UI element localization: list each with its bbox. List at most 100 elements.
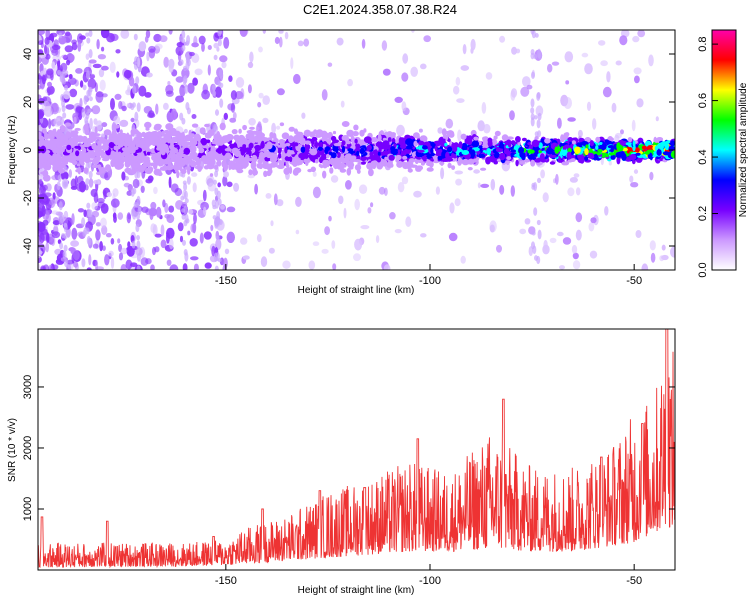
spectrogram-noise-blob bbox=[235, 77, 245, 88]
spectrogram-noise-blob bbox=[79, 97, 83, 109]
spectrogram-streak-blob bbox=[88, 96, 93, 102]
spectrogram-ridge-blob bbox=[219, 122, 226, 131]
spectrogram-noise-blob bbox=[418, 128, 423, 133]
spectrogram-noise-blob bbox=[204, 262, 212, 269]
spectrogram-ridge-blob bbox=[377, 151, 381, 156]
spectrogram-noise-blob bbox=[109, 61, 116, 73]
spectrogram-noise-blob bbox=[144, 92, 152, 98]
spectrogram-ridge-blob bbox=[160, 137, 167, 142]
spectrogram-noise-blob bbox=[290, 57, 294, 70]
spectrogram-ridge-blob bbox=[204, 123, 210, 128]
spectrogram-noise-blob bbox=[41, 205, 46, 217]
spectrogram-noise-blob bbox=[223, 112, 228, 120]
spectrogram-noise-blob bbox=[219, 55, 228, 63]
spectrogram-noise-blob bbox=[126, 212, 131, 224]
spectrogram-ridge-blob bbox=[141, 155, 148, 162]
spectrogram-streak-blob bbox=[214, 219, 219, 229]
spectrogram-ridge-blob bbox=[461, 143, 468, 151]
spectrogram-ridge-blob bbox=[293, 142, 299, 147]
spectrogram-ridge-blob bbox=[534, 136, 539, 140]
spectrogram-noise-blob bbox=[101, 65, 109, 71]
spectrogram-ridge-blob bbox=[635, 147, 640, 153]
spectrogram-streak-blob bbox=[183, 205, 188, 215]
spectrogram-streak-blob bbox=[136, 102, 141, 112]
spectrogram-ridge-blob bbox=[461, 158, 470, 166]
spectrogram-noise-blob bbox=[420, 63, 427, 70]
spectrogram-streak-blob bbox=[87, 108, 92, 114]
spectrogram-ridge-blob bbox=[550, 154, 557, 158]
spectrogram-ridge-blob bbox=[486, 148, 492, 155]
spectrogram-noise-blob bbox=[220, 204, 225, 210]
spectrogram-ridge-blob bbox=[139, 166, 144, 172]
spectrogram-noise-blob bbox=[108, 250, 114, 257]
spectrogram-noise-blob bbox=[262, 95, 271, 105]
spectrogram-noise-blob bbox=[71, 39, 78, 45]
spectrogram-noise-blob bbox=[102, 93, 108, 98]
spectrogram-streak-blob bbox=[538, 52, 543, 60]
spectrogram-noise-blob bbox=[222, 175, 228, 187]
spectrogram-ridge-blob bbox=[515, 136, 521, 143]
spectrogram-ridge-blob bbox=[156, 161, 161, 166]
spectrogram-noise-blob bbox=[177, 50, 182, 62]
spectrogram-noise-blob bbox=[169, 238, 174, 250]
spectrogram-streak-blob bbox=[88, 209, 93, 218]
spectrogram-noise-blob bbox=[83, 209, 87, 218]
spectrogram-noise-blob bbox=[77, 208, 85, 213]
spectrogram-ridge-blob bbox=[189, 145, 197, 152]
colorbar-tick-label: 0.4 bbox=[697, 149, 709, 164]
spectrogram-noise-blob bbox=[509, 110, 515, 121]
spectrogram-noise-blob bbox=[69, 88, 78, 98]
spectrogram-noise-blob bbox=[378, 186, 386, 195]
spectrogram-ridge-blob bbox=[129, 161, 136, 166]
spectrogram-streak-blob bbox=[85, 32, 90, 37]
spectrogram-ridge-blob bbox=[341, 145, 346, 153]
spectrogram-ridge-blob bbox=[494, 130, 501, 137]
spectrogram-ridge-blob bbox=[363, 136, 372, 144]
spectrogram-noise-blob bbox=[187, 230, 191, 236]
spectrogram-ridge-blob bbox=[473, 136, 479, 141]
spectrogram-y-tick-label: 20 bbox=[22, 96, 34, 108]
spectrogram-noise-blob bbox=[332, 263, 337, 270]
spectrogram-ridge-blob bbox=[43, 174, 51, 182]
spectrogram-ridge-blob bbox=[184, 166, 191, 170]
spectrogram-noise-blob bbox=[631, 119, 636, 132]
spectrogram-ridge-blob bbox=[593, 153, 599, 160]
spectrogram-streak-blob bbox=[131, 240, 136, 249]
spectrogram-ridge-blob bbox=[595, 145, 599, 151]
spectrogram-noise-blob bbox=[168, 176, 172, 189]
spectrogram-ridge-blob bbox=[335, 147, 339, 154]
spectrogram-noise-blob bbox=[68, 169, 73, 178]
spectrogram-ridge-blob bbox=[564, 132, 570, 137]
spectrogram-ridge-blob bbox=[74, 145, 81, 149]
spectrogram-noise-blob bbox=[331, 240, 336, 249]
spectrogram-ridge-blob bbox=[370, 137, 379, 143]
spectrogram-streak-blob bbox=[85, 70, 90, 80]
spectrogram-ridge-blob bbox=[220, 136, 228, 143]
spectrogram-streak-blob bbox=[215, 235, 220, 240]
spectrogram-streak-blob bbox=[133, 201, 138, 208]
spectrogram-ridge-blob bbox=[201, 145, 209, 149]
spectrogram-ridge-blob bbox=[57, 129, 61, 134]
spectrogram-noise-blob bbox=[256, 234, 262, 243]
spectrogram-ridge-blob bbox=[118, 157, 125, 164]
spectrogram-ridge-blob bbox=[339, 168, 347, 173]
spectrogram-ridge-blob bbox=[87, 150, 94, 158]
spectrogram-noise-blob bbox=[38, 241, 42, 247]
spectrogram-noise-blob bbox=[216, 46, 220, 52]
spectrogram-noise-blob bbox=[189, 238, 198, 247]
spectrogram-ridge-blob bbox=[292, 168, 299, 176]
spectrogram-noise-blob bbox=[38, 178, 44, 191]
spectrogram-ridge-blob bbox=[100, 149, 105, 158]
colorbar-tick-label: 0.2 bbox=[697, 206, 709, 221]
spectrogram-ridge-blob bbox=[281, 132, 290, 140]
spectrogram-ridge-blob bbox=[248, 134, 252, 139]
spectrogram-streak-blob bbox=[536, 119, 541, 129]
spectrogram-noise-blob bbox=[169, 264, 179, 270]
spectrogram-streak-blob bbox=[62, 112, 67, 119]
spectrogram-noise-blob bbox=[572, 252, 579, 260]
spectrogram-ridge-blob bbox=[571, 140, 576, 145]
spectrogram-noise-blob bbox=[123, 182, 131, 188]
spectrogram-ridge-blob bbox=[635, 152, 641, 156]
spectrogram-noise-blob bbox=[71, 227, 78, 240]
spectrogram-noise-blob bbox=[586, 101, 592, 112]
